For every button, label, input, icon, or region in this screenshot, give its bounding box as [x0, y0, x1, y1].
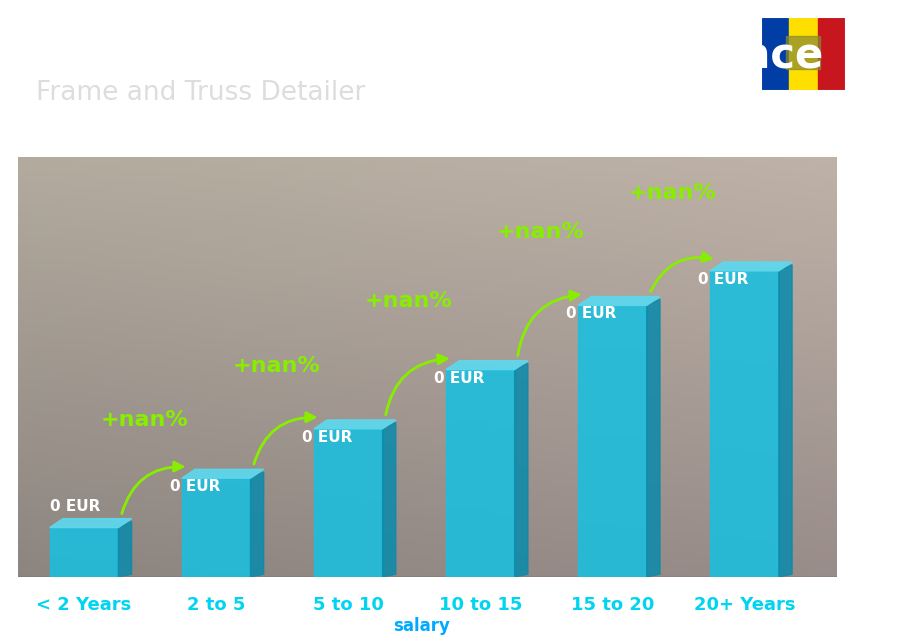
Bar: [760, 17, 789, 91]
Text: +nan%: +nan%: [100, 410, 188, 430]
Polygon shape: [446, 370, 515, 577]
Text: Average Monthly Salary: Average Monthly Salary: [863, 305, 874, 438]
Bar: [789, 17, 817, 91]
Text: Frame and Truss Detailer: Frame and Truss Detailer: [36, 80, 365, 106]
Text: 0 EUR: 0 EUR: [698, 272, 749, 287]
Polygon shape: [50, 519, 131, 528]
Polygon shape: [446, 361, 528, 370]
Polygon shape: [314, 420, 396, 429]
Text: 0 EUR: 0 EUR: [434, 370, 484, 386]
Text: salary: salary: [393, 617, 450, 635]
Polygon shape: [578, 305, 647, 577]
Text: Salary Comparison By Experience: Salary Comparison By Experience: [36, 35, 824, 78]
Text: explorer.com: explorer.com: [450, 617, 558, 635]
Bar: [787, 36, 821, 69]
Polygon shape: [119, 521, 131, 577]
Polygon shape: [382, 422, 396, 577]
Polygon shape: [515, 363, 528, 577]
Polygon shape: [710, 262, 792, 271]
Polygon shape: [314, 429, 382, 577]
Polygon shape: [578, 297, 660, 305]
Polygon shape: [778, 265, 792, 577]
Polygon shape: [50, 528, 119, 577]
Polygon shape: [250, 472, 264, 577]
Bar: [18, 577, 837, 602]
Text: +nan%: +nan%: [497, 222, 584, 242]
Text: 0 EUR: 0 EUR: [302, 430, 352, 445]
Polygon shape: [647, 299, 660, 577]
Polygon shape: [710, 271, 778, 577]
Text: +nan%: +nan%: [629, 183, 716, 203]
Text: 0 EUR: 0 EUR: [170, 479, 220, 494]
Text: 0 EUR: 0 EUR: [50, 499, 100, 513]
Polygon shape: [182, 478, 250, 577]
Text: +nan%: +nan%: [232, 356, 320, 376]
Polygon shape: [182, 469, 264, 478]
Bar: [817, 17, 846, 91]
Text: 0 EUR: 0 EUR: [566, 306, 617, 321]
Text: +nan%: +nan%: [364, 292, 452, 312]
